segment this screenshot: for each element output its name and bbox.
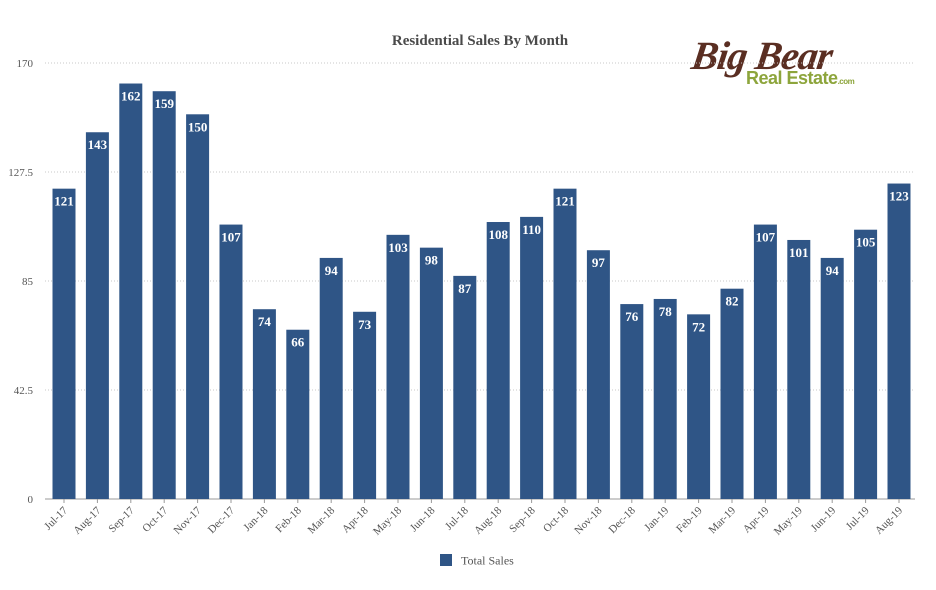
- bar[interactable]: [386, 234, 410, 499]
- bar[interactable]: [419, 247, 443, 499]
- bar[interactable]: [520, 216, 544, 499]
- bar-value-label: 162: [121, 89, 141, 104]
- bar-value-label: 74: [258, 314, 272, 329]
- x-tick-label: Feb-19: [674, 504, 705, 535]
- x-tick-label: May-19: [772, 504, 805, 537]
- bar-value-label: 121: [555, 194, 575, 209]
- x-tick-label: Jan-19: [642, 504, 672, 534]
- bar-value-label: 105: [856, 235, 876, 250]
- logo-text-real-estate-main: Real Estate: [746, 68, 838, 88]
- bar-value-label: 143: [88, 137, 108, 152]
- bar[interactable]: [319, 257, 343, 499]
- bar-value-label: 107: [756, 230, 776, 245]
- x-tick-label: Apr-19: [741, 504, 772, 535]
- bar-value-label: 98: [425, 253, 439, 268]
- bar-value-label: 121: [54, 194, 74, 209]
- x-tick-label: Sep-17: [106, 504, 137, 535]
- x-tick-label: Oct-17: [140, 504, 170, 534]
- bar[interactable]: [286, 329, 310, 499]
- x-tick-label: Jul-19: [844, 504, 872, 532]
- bar-value-label: 107: [221, 230, 241, 245]
- bar[interactable]: [687, 314, 711, 499]
- bar[interactable]: [720, 288, 744, 499]
- bar[interactable]: [653, 298, 677, 499]
- y-tick-label: 0: [28, 494, 34, 506]
- x-tick-label: Nov-18: [572, 504, 605, 537]
- bar-value-label: 150: [188, 119, 208, 134]
- legend-label: Total Sales: [461, 554, 514, 568]
- bar-value-label: 82: [726, 294, 739, 309]
- x-tick-label: Nov-17: [171, 504, 204, 537]
- bar[interactable]: [119, 83, 143, 500]
- bar[interactable]: [753, 224, 777, 499]
- logo-text-dotcom: .com: [837, 77, 855, 86]
- x-tick-label: May-18: [371, 504, 404, 537]
- x-tick-label: Apr-18: [340, 504, 371, 535]
- bar[interactable]: [453, 275, 477, 499]
- x-tick-label: Sep-18: [507, 504, 538, 535]
- bar[interactable]: [486, 222, 510, 499]
- bar[interactable]: [887, 183, 911, 499]
- bar-value-label: 101: [789, 245, 809, 260]
- x-tick-label: Mar-18: [306, 504, 338, 536]
- bar[interactable]: [186, 114, 210, 499]
- bar-value-label: 123: [889, 189, 909, 204]
- bar-value-label: 76: [625, 309, 639, 324]
- x-tick-label: Aug-19: [873, 504, 906, 537]
- x-tick-label: Jul-18: [443, 504, 471, 532]
- bar-value-label: 103: [388, 240, 408, 255]
- chart-title: Residential Sales By Month: [391, 33, 569, 49]
- bar[interactable]: [252, 309, 276, 499]
- x-tick-label: Dec-18: [607, 504, 639, 536]
- bar[interactable]: [854, 229, 878, 500]
- bar-value-label: 72: [692, 319, 705, 334]
- bar-value-label: 94: [826, 263, 840, 278]
- y-tick-label: 42.5: [14, 385, 34, 397]
- bar-value-label: 94: [325, 263, 339, 278]
- bar[interactable]: [553, 188, 577, 499]
- bar-value-label: 97: [592, 255, 606, 270]
- bar[interactable]: [353, 311, 377, 499]
- x-tick-label: Oct-18: [541, 504, 571, 534]
- bar-value-label: 108: [488, 227, 508, 242]
- bar-value-label: 159: [154, 96, 174, 111]
- x-tick-label: Jun-19: [809, 504, 839, 534]
- legend-swatch: [440, 554, 452, 566]
- bar[interactable]: [219, 224, 243, 499]
- x-tick-label: Jun-18: [408, 504, 438, 534]
- bar-value-label: 78: [659, 304, 673, 319]
- x-tick-label: Dec-17: [206, 504, 238, 536]
- x-tick-label: Aug-18: [472, 504, 505, 537]
- y-tick-label: 170: [17, 58, 34, 70]
- bar-value-label: 87: [458, 281, 472, 296]
- x-tick-label: Jan-18: [241, 504, 271, 534]
- bar[interactable]: [152, 91, 176, 499]
- bar[interactable]: [620, 304, 644, 499]
- x-tick-label: Aug-17: [71, 504, 104, 537]
- x-tick-label: Mar-19: [706, 504, 738, 536]
- bar[interactable]: [820, 257, 844, 499]
- x-tick-label: Jul-17: [42, 504, 70, 532]
- bar-value-label: 66: [291, 335, 305, 350]
- y-tick-label: 127.5: [8, 167, 33, 179]
- bar[interactable]: [787, 239, 811, 499]
- x-tick-label: Feb-18: [273, 504, 304, 535]
- bar[interactable]: [586, 250, 610, 499]
- bar[interactable]: [85, 132, 109, 499]
- big-bear-logo: Big Bear Real Estate.com: [688, 33, 868, 96]
- bar[interactable]: [52, 188, 76, 499]
- y-tick-label: 85: [22, 276, 34, 288]
- bar-value-label: 73: [358, 317, 372, 332]
- bar-value-label: 110: [522, 222, 541, 237]
- logo-text-real-estate: Real Estate.com: [746, 68, 855, 89]
